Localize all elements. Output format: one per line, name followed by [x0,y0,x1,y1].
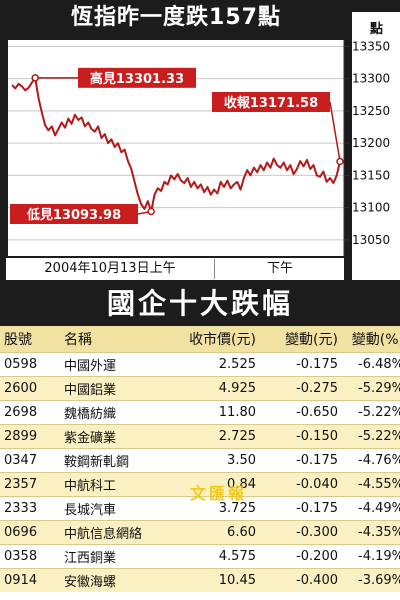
table-title: 國企十大跌幅 [106,287,293,320]
cell-code: 2698 [0,400,60,425]
table-row: 0358 江西銅業 4.575 -0.200 -4.19% [0,544,400,569]
close-label-box [212,92,330,112]
time-label-afternoon: 下午 [266,261,293,276]
cell-pct: -6.48% [342,352,400,377]
y-axis-panel [352,12,400,280]
cell-close: 2.725 [180,424,260,449]
line-chart: 13350 13300 13250 13200 13150 13100 13050 高見133… [8,39,390,256]
table-row: 0914 安徽海螺 10.45 -0.400 -3.69% [0,568,400,592]
cell-change: -0.650 [260,400,342,425]
y-tick-label: 13150 [352,168,390,182]
high-label-box [78,67,196,88]
cell-name: 長城汽車 [60,496,180,521]
cell-close: 0.84 [180,472,260,497]
table-row: 2357 中航科工 0.84 -0.040 -4.55% [0,472,400,497]
close-label: 收報13171.58 [224,95,318,111]
high-label: 高見13301.33 [90,71,184,87]
table-title-bar [0,282,400,326]
cell-change: -0.300 [260,520,342,545]
cell-code: 2357 [0,472,60,497]
header-close: 收市價(元) [180,326,260,353]
high-marker [31,74,39,82]
cell-close: 10.45 [180,568,260,592]
cell-change: -0.200 [260,544,342,569]
cell-pct: -5.22% [342,400,400,425]
low-label: 低見13093.98 [26,207,121,223]
cell-code: 0358 [0,544,60,569]
cell-code: 0598 [0,352,60,377]
cell-name: 安徽海螺 [60,568,180,592]
cell-name: 魏橋紡織 [60,400,180,425]
table-body: 0598 中國外運 2.525 -0.175 -6.48% 2600 中國鋁業 4.925 -0… [0,352,400,592]
header-change: 變動(元) [260,326,342,353]
watermark-logo: 文匯報 [190,484,248,503]
time-divider [214,259,215,279]
cell-pct: -3.69% [342,568,400,592]
cell-code: 2600 [0,376,60,401]
low-label-box [10,204,138,224]
cell-close: 11.80 [180,400,260,425]
cell-close: 2.525 [180,352,260,377]
table-row: 2600 中國鋁業 4.925 -0.275 -5.29% [0,376,400,401]
table-row: 0598 中國外運 2.525 -0.175 -6.48% [0,352,400,377]
header-code: 股號 [0,326,60,353]
chart-title: 恆指昨一度跌157點 [71,5,281,30]
cell-code: 2899 [0,424,60,449]
cell-name: 中國外運 [60,352,180,377]
cell-change: -0.275 [260,376,342,401]
cell-name: 鞍鋼新軋鋼 [60,448,180,473]
unit-label: 點 [370,22,384,37]
cell-code: 2333 [0,496,60,521]
table-row: 2698 魏橋紡織 11.80 -0.650 -5.22% [0,400,400,425]
cell-pct: -4.76% [342,448,400,473]
table-row: 0696 中航信息網絡 6.60 -0.300 -4.35% [0,520,400,545]
cell-change: -0.040 [260,472,342,497]
cell-name: 中國鋁業 [60,376,180,401]
y-tick-label: 13350 [352,39,390,53]
cell-name: 江西銅業 [60,544,180,569]
table-row: 2899 紫金礦業 2.725 -0.150 -5.22% [0,424,400,449]
cell-change: -0.150 [260,424,342,449]
cell-change: -0.175 [260,496,342,521]
y-tick-label: 13250 [352,104,390,118]
y-tick-label: 13300 [352,72,390,86]
table-header-row: 股號 名稱 收市價(元) 變動(元) 變動(%) [0,326,400,353]
time-axis-bar [6,258,344,280]
cell-close: 3.50 [180,448,260,473]
cell-change: -0.175 [260,352,342,377]
cell-close: 6.60 [180,520,260,545]
header-pct: 變動(%) [342,326,400,353]
cell-pct: -5.22% [342,424,400,449]
cell-pct: -4.55% [342,472,400,497]
cell-change: -0.175 [260,448,342,473]
cell-close: 4.925 [180,376,260,401]
cell-name: 紫金礦業 [60,424,180,449]
cell-change: -0.400 [260,568,342,592]
cell-close: 3.725 [180,496,260,521]
header-name: 名稱 [60,326,180,353]
table-row: 2333 長城汽車 3.725 -0.175 -4.49% [0,496,400,521]
cell-code: 0696 [0,520,60,545]
cell-close: 4.575 [180,544,260,569]
cell-pct: -5.29% [342,376,400,401]
decliners-table: 股號 名稱 收市價(元) 變動(元) 變動(%) 0598 中國外運 2.525 -0… [0,326,400,592]
y-tick-label: 13100 [352,201,390,215]
y-tick-label: 13200 [352,136,390,150]
cell-code: 0914 [0,568,60,592]
table-row: 0347 鞍鋼新軋鋼 3.50 -0.175 -4.76% [0,448,400,473]
cell-pct: -4.19% [342,544,400,569]
index-line [11,76,341,213]
cell-name: 中航科工 [60,472,180,497]
cell-pct: -4.35% [342,520,400,545]
low-marker [147,207,155,216]
y-tick-label: 13050 [352,233,390,247]
close-marker [336,157,344,166]
cell-pct: -4.49% [342,496,400,521]
cell-code: 0347 [0,448,60,473]
time-label-morning: 2004年10月13日上午 [44,261,176,276]
close-leader [329,101,341,162]
cell-name: 中航信息網絡 [60,520,180,545]
